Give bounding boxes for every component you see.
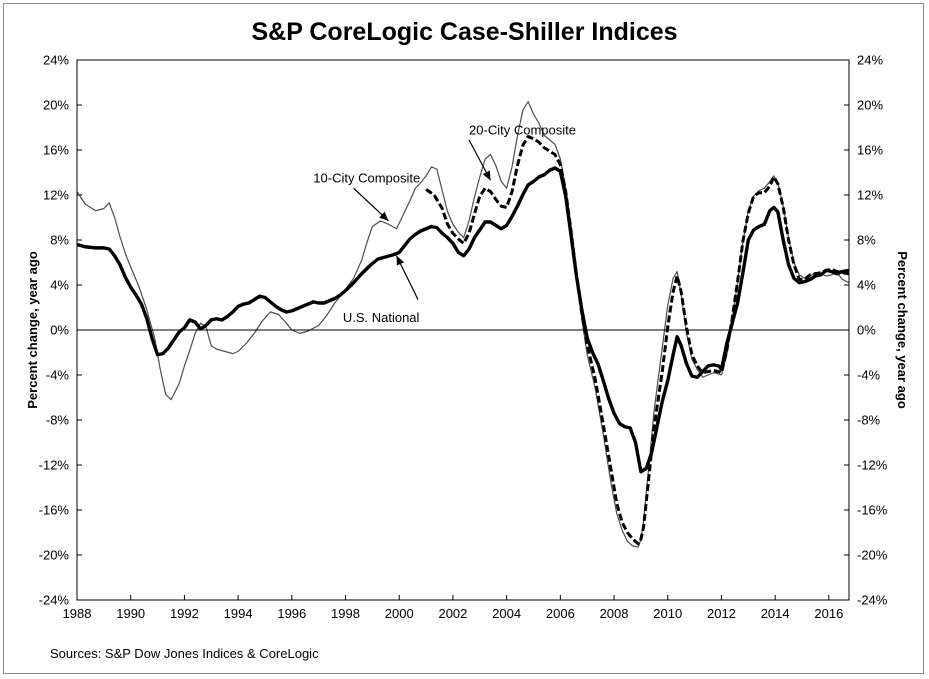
annotation-arrowhead [379,211,389,221]
series-lines [76,101,850,548]
y-axis-title-right: Percent change, year ago [895,251,910,409]
x-tick-label: 1992 [170,606,199,621]
y-tick-label-left: 12% [43,188,69,203]
y-tick-label-left: -8% [46,413,70,428]
source-note: Sources: S&P Dow Jones Indices & CoreLog… [50,646,319,661]
y-tick-label-right: 4% [857,278,876,293]
x-tick-label: 1990 [116,606,145,621]
y-tick-label-right: -20% [857,548,888,563]
x-tick-label: 1996 [277,606,306,621]
y-tick-label-right: 16% [857,143,883,158]
tick-marks [76,59,849,601]
y-tick-label-right: -12% [857,458,888,473]
y-tick-label-left: -12% [39,458,70,473]
x-tick-label: 2002 [438,606,467,621]
y-tick-label-left: -16% [39,503,70,518]
annotation-arrowhead [482,170,491,181]
x-tick-label: 2000 [385,606,414,621]
annotation-label: U.S. National [343,310,420,325]
annotations: 10-City Composite 20-City Composite U.S. N… [313,122,576,325]
annotation-label: 20-City Composite [469,122,576,137]
y-tick-label-right: 0% [857,323,876,338]
y-tick-label-right: 24% [857,53,883,68]
x-tick-label: 1988 [63,606,92,621]
y-tick-label-left: 16% [43,143,69,158]
y-tick-label-left: 0% [50,323,69,338]
x-tick-label: 2016 [814,606,843,621]
x-tick-label: 2012 [707,606,736,621]
y-tick-label-left: 4% [50,278,69,293]
x-tick-label: 2010 [653,606,682,621]
y-tick-label-right: -4% [857,368,881,383]
y-tick-label-left: 20% [43,98,69,113]
y-tick-label-right: 20% [857,98,883,113]
chart-title: S&P CoreLogic Case-Shiller Indices [251,18,678,46]
x-tick-label: 1994 [224,606,253,621]
series-line-20-city-composite [425,135,850,546]
y-tick-label-right: 12% [857,188,883,203]
x-tick-label: 2006 [546,606,575,621]
x-tick-label: 1998 [331,606,360,621]
y-tick-label-left: -4% [46,368,70,383]
y-tick-label-right: 8% [857,233,876,248]
y-tick-label-left: -20% [39,548,70,563]
x-tick-label: 2004 [492,606,521,621]
y-tick-label-right: -24% [857,593,888,608]
y-tick-label-left: 8% [50,233,69,248]
y-tick-label-left: -24% [39,593,70,608]
annotation-arrowhead [396,255,405,266]
tick-labels: -24% -24% -20% -20% -16% -16% -12% -12% -8% -8% -4… [39,53,888,622]
annotation-label: 10-City Composite [313,171,420,186]
chart-frame [3,3,924,674]
y-axis-title-left: Percent change, year ago [25,251,40,409]
y-tick-label-right: -16% [857,503,888,518]
series-line-u-s-national [76,166,850,474]
y-tick-label-left: 24% [43,53,69,68]
x-tick-label: 2008 [600,606,629,621]
x-tick-label: 2014 [761,606,790,621]
y-tick-label-right: -8% [857,413,881,428]
